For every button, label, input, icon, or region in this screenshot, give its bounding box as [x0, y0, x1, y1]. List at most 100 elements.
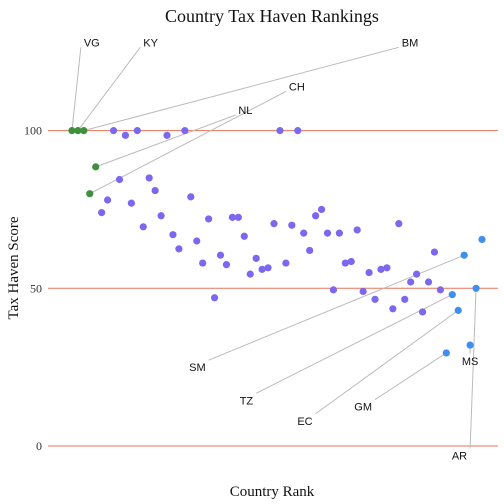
data-point — [448, 291, 456, 299]
data-point — [300, 229, 308, 237]
data-point — [323, 229, 332, 237]
data-point — [407, 278, 415, 286]
data-point — [347, 257, 355, 266]
data-point — [395, 220, 403, 228]
annotation-label: VG — [84, 37, 100, 49]
data-point — [436, 286, 444, 294]
leader-line — [469, 288, 477, 449]
data-points — [68, 127, 486, 357]
data-point — [181, 127, 189, 135]
annotation-label: TZ — [240, 395, 254, 407]
data-point — [175, 245, 183, 253]
x-axis-title: Country Rank — [230, 484, 315, 500]
data-point — [133, 127, 141, 135]
data-point — [389, 305, 397, 313]
annotation-label: SM — [189, 362, 206, 374]
data-point — [169, 231, 177, 239]
y-tick-label: 0 — [36, 439, 42, 453]
data-point — [335, 229, 343, 237]
chart-title: Country Tax Haven Rankings — [165, 6, 379, 26]
annotation-label: AR — [452, 450, 467, 462]
data-point — [478, 235, 486, 244]
data-point — [151, 186, 159, 195]
data-point — [365, 268, 373, 277]
data-point — [270, 220, 278, 228]
data-point — [210, 294, 219, 302]
data-point — [74, 127, 82, 135]
grid-lines — [48, 130, 498, 447]
y-tick-label: 100 — [24, 124, 42, 138]
leader-line — [89, 91, 287, 195]
data-point — [68, 127, 76, 135]
leader-line — [83, 46, 399, 132]
leader-line — [71, 47, 82, 131]
data-point — [466, 341, 474, 349]
annotation-leader-lines — [71, 46, 477, 449]
data-point — [246, 270, 254, 278]
data-point — [205, 215, 213, 223]
data-point — [139, 223, 147, 231]
data-point — [80, 127, 88, 135]
data-point — [341, 259, 349, 267]
data-point — [359, 287, 367, 296]
data-point — [306, 246, 314, 255]
data-point — [460, 251, 468, 259]
leader-line — [374, 352, 447, 400]
leader-line — [208, 254, 465, 361]
annotation-label: EC — [297, 416, 312, 428]
data-point — [430, 248, 439, 256]
y-axis-title: Tax Haven Score — [6, 216, 22, 319]
y-tick-label: 50 — [30, 281, 42, 295]
data-point — [353, 226, 361, 234]
data-point — [199, 259, 207, 267]
data-point — [240, 232, 248, 240]
leader-line — [95, 114, 236, 168]
data-point — [288, 221, 296, 229]
data-point — [163, 131, 171, 139]
data-point — [276, 127, 284, 135]
data-point — [228, 213, 236, 221]
annotation-label: NL — [238, 105, 252, 117]
data-point — [98, 209, 106, 217]
data-point — [264, 264, 272, 272]
data-point — [424, 278, 433, 286]
data-point — [92, 163, 100, 171]
leader-line — [77, 47, 141, 131]
data-point — [442, 349, 450, 357]
data-point — [258, 265, 266, 273]
data-point — [377, 265, 385, 273]
data-point — [234, 213, 242, 221]
data-point — [252, 254, 260, 262]
data-point — [222, 261, 231, 269]
data-point — [187, 193, 195, 201]
data-point — [121, 131, 130, 139]
data-point — [115, 175, 124, 184]
data-point — [157, 212, 165, 220]
annotation-label: CH — [289, 81, 305, 93]
data-point — [193, 237, 201, 245]
data-point — [104, 196, 112, 204]
data-point — [454, 306, 462, 314]
data-point — [216, 251, 225, 259]
data-point — [127, 199, 135, 207]
data-point — [312, 212, 320, 220]
annotation-label: MS — [462, 356, 479, 368]
data-point — [371, 295, 379, 303]
data-point — [294, 127, 302, 135]
data-point — [418, 308, 427, 316]
annotation-label: BM — [402, 37, 419, 49]
data-point — [401, 295, 409, 303]
data-point — [317, 205, 326, 214]
annotation-labels: VG KY BM CH NL SM TZ EC GM MS AR — [84, 37, 479, 462]
data-point — [109, 127, 118, 135]
data-point — [86, 190, 94, 198]
data-point — [329, 286, 338, 294]
y-axis-ticks: 0 50 100 — [24, 124, 42, 453]
leader-line — [315, 309, 459, 415]
data-point — [413, 270, 421, 278]
annotation-label: GM — [354, 402, 372, 414]
annotation-label: KY — [143, 37, 158, 49]
data-point — [145, 174, 153, 182]
data-point — [282, 259, 290, 267]
